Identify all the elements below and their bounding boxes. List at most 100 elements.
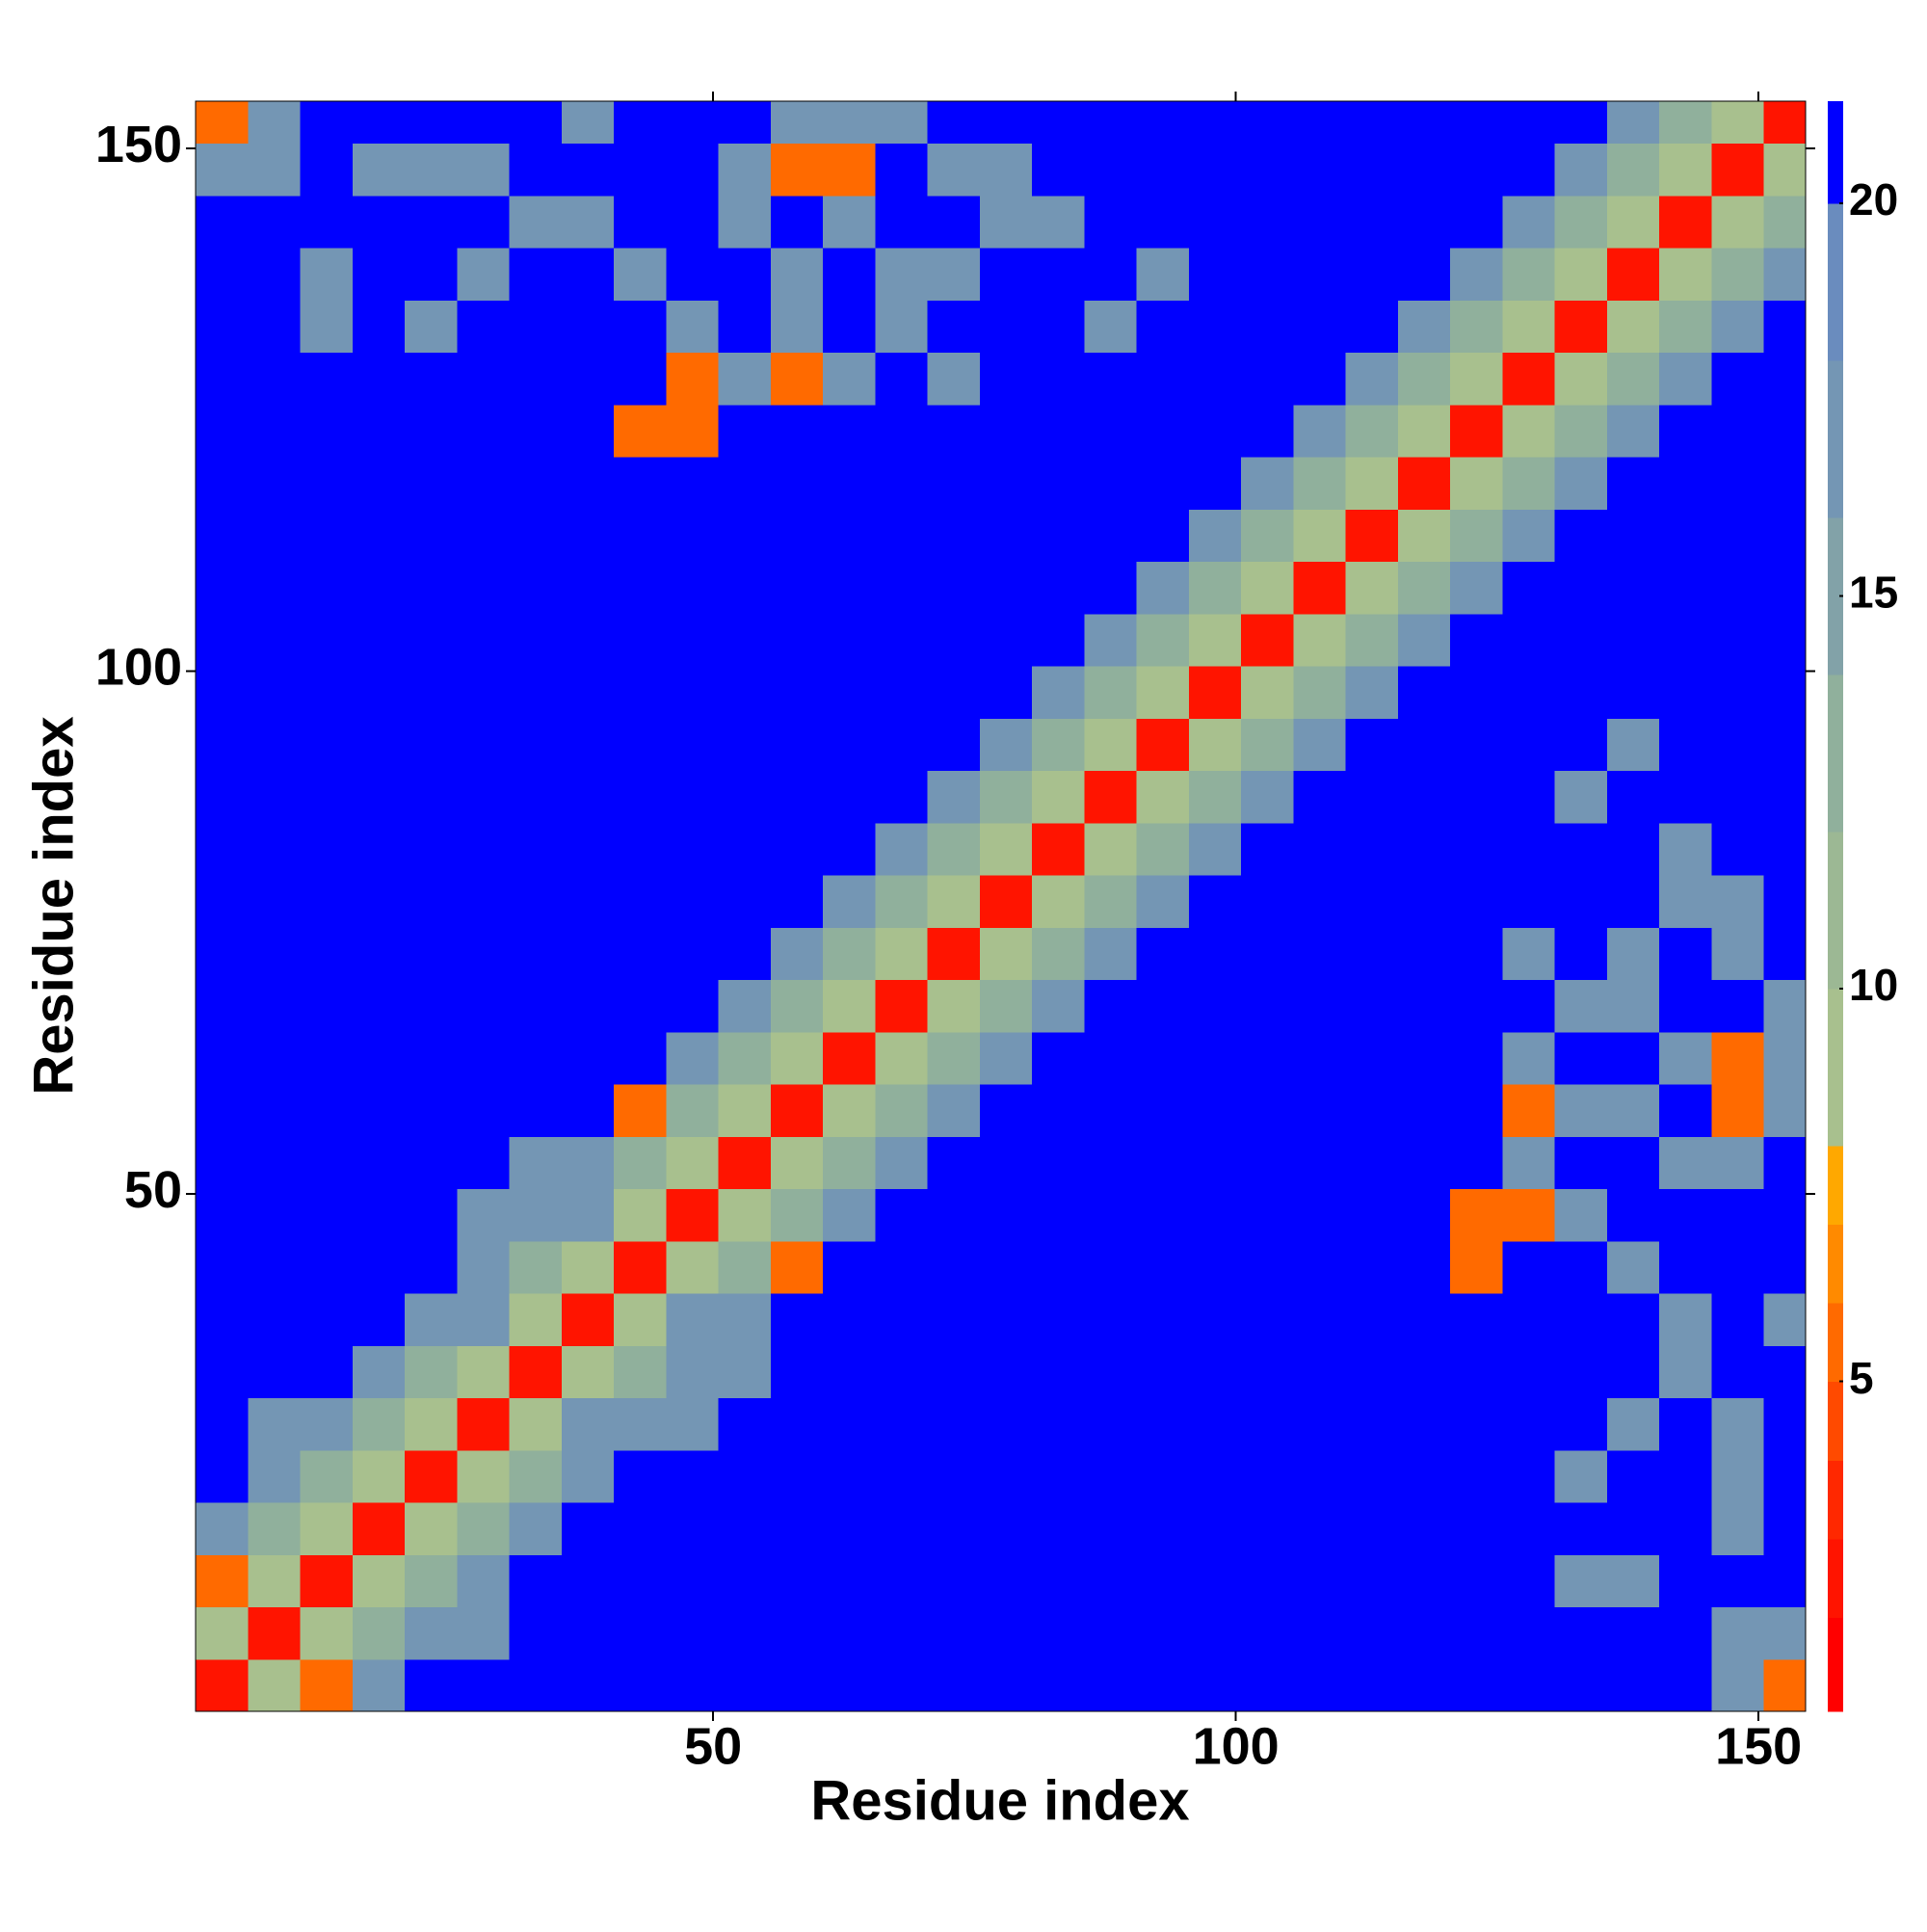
heatmap-cell (1763, 300, 1807, 354)
heatmap-cell (1188, 1449, 1242, 1503)
heatmap-cell (1397, 1397, 1451, 1451)
heatmap-cell (1032, 718, 1085, 772)
heatmap-cell (196, 456, 249, 510)
heatmap-cell (1763, 718, 1807, 772)
heatmap-cell (1188, 613, 1242, 667)
heatmap-cell (823, 1554, 876, 1608)
heatmap-cell (1084, 247, 1138, 301)
heatmap-cell (300, 195, 354, 249)
heatmap-cell (979, 1031, 1033, 1085)
heatmap-cell (823, 874, 876, 928)
heatmap-cell (666, 509, 720, 563)
heatmap-cell (1711, 1658, 1765, 1712)
heatmap-cell (1293, 509, 1347, 563)
heatmap-cell (248, 1606, 302, 1660)
heatmap-cell (979, 718, 1033, 772)
heatmap-cell (1554, 195, 1608, 249)
heatmap-cell (666, 195, 720, 249)
heatmap-cell (1084, 665, 1138, 719)
heatmap-cell (1084, 300, 1138, 354)
heatmap-cell (1711, 1292, 1765, 1346)
heatmap-cell (770, 1345, 824, 1399)
heatmap-cell (1763, 927, 1807, 981)
heatmap-cell (1763, 1606, 1807, 1660)
heatmap-cell (509, 1606, 563, 1660)
heatmap-cell (196, 770, 249, 824)
heatmap-cell (1084, 1292, 1138, 1346)
heatmap-cell (718, 613, 772, 667)
heatmap-cell (1084, 1083, 1138, 1137)
heatmap-cell (1397, 1449, 1451, 1503)
heatmap-cell (666, 143, 720, 197)
heatmap-cell (1188, 1136, 1242, 1190)
heatmap-cell (1136, 927, 1190, 981)
heatmap-cell (1711, 1449, 1765, 1503)
heatmap-cell (561, 1031, 615, 1085)
heatmap-cell (405, 979, 458, 1033)
heatmap-cell (352, 927, 406, 981)
heatmap-cell (300, 1554, 354, 1608)
heatmap-cell (1345, 509, 1399, 563)
heatmap-cell (1554, 101, 1608, 145)
heatmap-cell (1502, 1240, 1556, 1294)
heatmap-cell (1554, 1188, 1608, 1242)
heatmap-cell (979, 1083, 1033, 1137)
heatmap-cell (1084, 1188, 1138, 1242)
heatmap-cell (248, 822, 302, 876)
heatmap-cell (1606, 1292, 1660, 1346)
heatmap-cell (405, 404, 458, 458)
heatmap-cell (248, 1188, 302, 1242)
heatmap-cell (1241, 1501, 1294, 1555)
heatmap-cell (1293, 1345, 1347, 1399)
heatmap-cell (1606, 665, 1660, 719)
heatmap-cell (718, 404, 772, 458)
colorbar-level (1828, 675, 1843, 833)
heatmap-cell (770, 352, 824, 406)
heatmap-cell (1397, 352, 1451, 406)
heatmap-cell (1293, 822, 1347, 876)
heatmap-cell (1032, 1292, 1085, 1346)
heatmap-cell (1241, 1397, 1294, 1451)
heatmap-cell (666, 404, 720, 458)
heatmap-cell (457, 352, 511, 406)
heatmap-cell (1084, 456, 1138, 510)
colorbar-level (1828, 359, 1843, 518)
heatmap-cell (1606, 822, 1660, 876)
heatmap-cell (1554, 1031, 1608, 1085)
heatmap-cell (1136, 1345, 1190, 1399)
heatmap-cell (718, 979, 772, 1033)
heatmap-cell (1502, 770, 1556, 824)
heatmap-cell (300, 1292, 354, 1346)
heatmap-cell (457, 822, 511, 876)
heatmap-cell (196, 143, 249, 197)
heatmap-cell (927, 1345, 981, 1399)
heatmap-cell (457, 404, 511, 458)
heatmap-cell (352, 1083, 406, 1137)
heatmap-cell (1659, 1554, 1712, 1608)
heatmap-cell (1763, 665, 1807, 719)
heatmap-cell (1711, 561, 1765, 615)
heatmap-cell (666, 613, 720, 667)
heatmap-cell (352, 1658, 406, 1712)
heatmap-cell (1502, 101, 1556, 145)
heatmap-cell (248, 718, 302, 772)
heatmap-cell (1659, 1031, 1712, 1085)
heatmap-cell (718, 1083, 772, 1137)
heatmap-cell (509, 1031, 563, 1085)
heatmap-cell (1659, 404, 1712, 458)
heatmap-cell (1293, 979, 1347, 1033)
heatmap-cell (1084, 561, 1138, 615)
heatmap-cell (509, 770, 563, 824)
heatmap-cell (770, 1397, 824, 1451)
heatmap-cell (927, 1658, 981, 1712)
heatmap-cell (770, 1188, 824, 1242)
heatmap-cell (770, 1554, 824, 1608)
heatmap-cell (1345, 1606, 1399, 1660)
heatmap-cell (561, 1083, 615, 1137)
heatmap-cell (1345, 874, 1399, 928)
heatmap-cell (1554, 770, 1608, 824)
heatmap-cell (1345, 718, 1399, 772)
heatmap-cell (405, 1606, 458, 1660)
heatmap-cell (1659, 770, 1712, 824)
